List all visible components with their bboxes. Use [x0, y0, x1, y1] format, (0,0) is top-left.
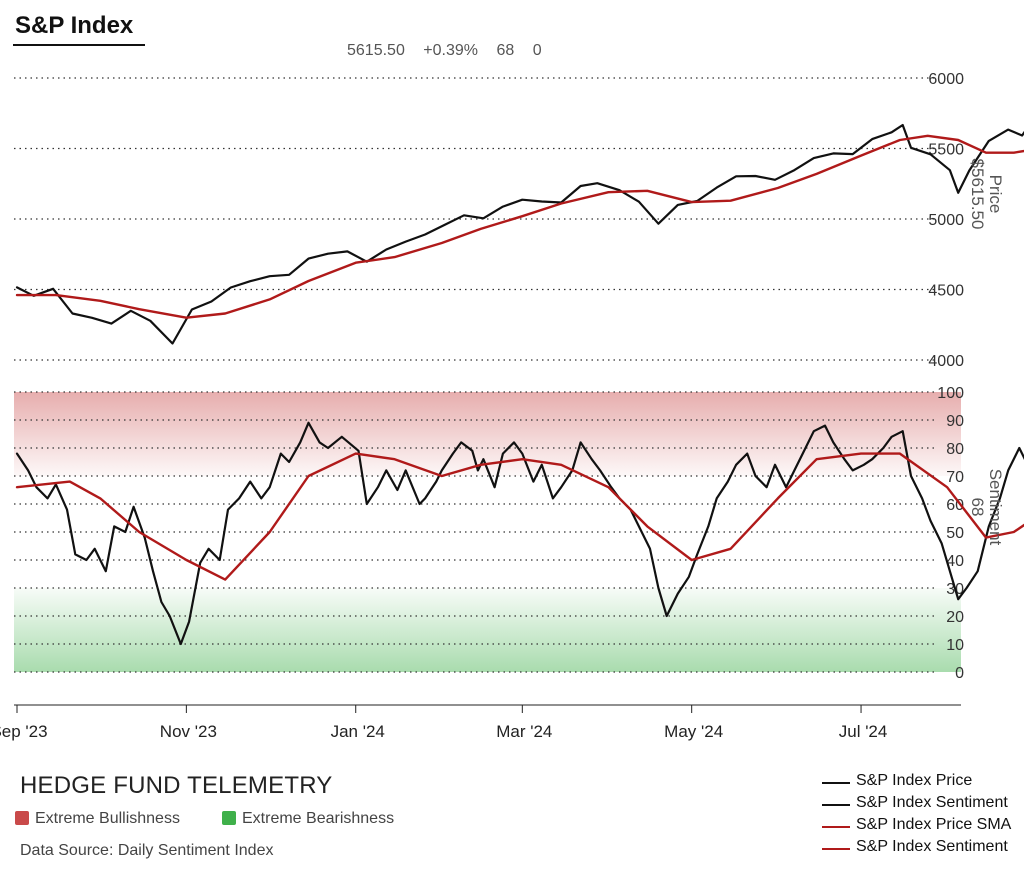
sma-line-sentiment: [15, 452, 1024, 581]
sp-index-chart: 4000450050005500600001020304050607080901…: [0, 71, 1024, 741]
bearish-swatch: [222, 811, 236, 825]
legend-swatch: [822, 782, 850, 784]
y-tick-label: 5000: [928, 212, 964, 229]
x-tick-label: Jan '24: [331, 722, 385, 741]
legend-label: S&P Index Sentiment: [856, 838, 1008, 855]
y-tick-label: 80: [946, 441, 964, 458]
y-tick-label: 0: [955, 665, 964, 682]
y-tick-label: 40: [946, 553, 964, 570]
legend-swatch: [822, 826, 850, 828]
series-line-sentiment: [15, 421, 1024, 646]
legend-item-sentiment-sma: S&P Index Sentiment: [822, 838, 1024, 860]
extreme-bullish-zone: [14, 392, 961, 476]
stat-change-percent: +0.39%: [423, 42, 479, 59]
title-underline: [13, 44, 145, 46]
y-tick-label: 90: [946, 413, 964, 430]
stat-extra: 0: [532, 42, 542, 59]
y-tick-label: 4000: [928, 353, 964, 370]
bullish-swatch: [15, 811, 29, 825]
stat-last-price: 5615.50: [347, 42, 405, 59]
x-tick-label: Sep '23: [0, 722, 48, 741]
y-tick-label: 60: [946, 497, 964, 514]
legend-label: S&P Index Sentiment: [856, 794, 1008, 811]
extreme-bearish-zone: [14, 588, 961, 672]
chart-title: S&P Index: [15, 12, 134, 39]
x-tick-label: Jul '24: [839, 722, 888, 741]
y-tick-label: 5500: [928, 142, 964, 159]
stat-sentiment: 68: [496, 42, 515, 59]
data-source: Data Source: Daily Sentiment Index: [20, 842, 274, 859]
y-tick-label: 20: [946, 609, 964, 626]
x-tick-label: May '24: [664, 722, 723, 741]
brand-name: HEDGE FUND TELEMETRY: [20, 772, 333, 799]
x-tick-label: Nov '23: [160, 722, 217, 741]
axis-value-sentiment: 68: [968, 498, 987, 517]
legend-swatch: [822, 804, 850, 806]
y-tick-label: 4500: [928, 283, 964, 300]
y-tick-label: 50: [946, 525, 964, 542]
series-line-price: [15, 123, 1024, 345]
legend-swatch: [822, 848, 850, 850]
bearish-key-label: Extreme Bearishness: [242, 810, 395, 827]
y-tick-label: 70: [946, 469, 964, 486]
y-tick-label: 10: [946, 637, 964, 654]
axis-title-price: Price: [986, 175, 1005, 214]
x-tick-label: Mar '24: [496, 722, 552, 741]
axis-value-price: $5615.50: [968, 159, 987, 230]
y-tick-label: 6000: [928, 71, 964, 88]
legend-label: S&P Index Price: [856, 772, 973, 789]
bullish-key-label: Extreme Bullishness: [35, 810, 180, 827]
sma-line-price: [15, 134, 1024, 319]
y-tick-label: 100: [937, 385, 964, 402]
axis-title-sentiment: Sentiment: [986, 469, 1005, 546]
stats-readout: 5615.50 +0.39% 68 0: [347, 42, 556, 60]
legend-label: S&P Index Price SMA: [856, 816, 1012, 833]
